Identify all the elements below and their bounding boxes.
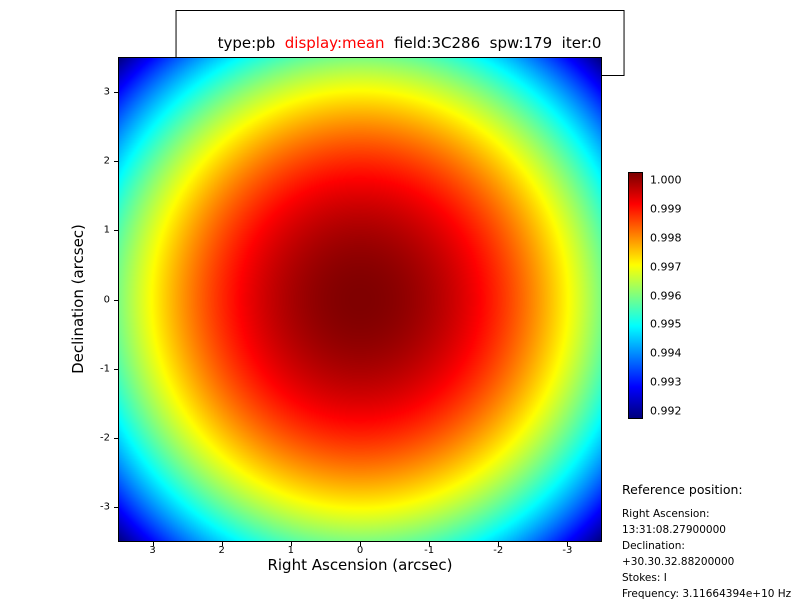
y-tick-mark bbox=[114, 368, 118, 370]
heatmap-plot-area bbox=[118, 57, 602, 542]
colorbar-tick-label: 0.993 bbox=[650, 375, 682, 389]
x-tick-mark bbox=[221, 542, 223, 546]
x-tick-mark bbox=[152, 542, 154, 546]
reference-stokes: Stokes: I bbox=[622, 572, 667, 584]
heatmap-canvas bbox=[119, 58, 601, 541]
y-tick-label: 2 bbox=[103, 155, 110, 167]
reference-heading: Reference position: bbox=[622, 482, 743, 497]
colorbar-tick-label: 0.999 bbox=[650, 202, 682, 216]
title-segment-type: type:pb bbox=[217, 34, 285, 52]
reference-ra: Right Ascension: 13:31:08.27900000 bbox=[622, 508, 726, 536]
y-tick-label: -2 bbox=[100, 432, 110, 444]
x-tick-label: -3 bbox=[562, 545, 573, 556]
colorbar-tick-label: 0.998 bbox=[650, 231, 682, 245]
colorbar-canvas bbox=[629, 173, 642, 418]
x-axis-label: Right Ascension (arcsec) bbox=[267, 556, 453, 574]
x-tick-label: 1 bbox=[287, 545, 295, 556]
colorbar bbox=[628, 172, 643, 419]
reference-frequency: Frequency: 3.11664394e+10 Hz bbox=[622, 588, 792, 600]
y-tick-mark bbox=[114, 91, 118, 93]
colorbar-tick-label: 0.992 bbox=[650, 404, 682, 418]
y-tick-mark bbox=[114, 507, 118, 509]
y-tick-mark bbox=[114, 230, 118, 232]
x-tick-mark bbox=[498, 542, 500, 546]
colorbar-tick-label: 0.994 bbox=[650, 346, 682, 360]
x-tick-label: -2 bbox=[493, 545, 504, 556]
y-tick-label: 3 bbox=[103, 86, 110, 98]
x-tick-mark bbox=[290, 542, 292, 546]
title-segment-display: display:mean bbox=[284, 34, 385, 52]
reference-dec: Declination: +30.30.32.88200000 bbox=[622, 540, 735, 568]
y-tick-label: -3 bbox=[100, 501, 110, 513]
x-tick-label: 0 bbox=[356, 545, 364, 556]
reference-position-block: Reference position: Right Ascension: 13:… bbox=[622, 482, 800, 600]
colorbar-tick-label: 0.995 bbox=[650, 317, 682, 331]
x-tick-mark bbox=[567, 542, 569, 546]
x-tick-label: 2 bbox=[218, 545, 225, 556]
y-tick-mark bbox=[114, 299, 118, 301]
y-tick-mark bbox=[114, 160, 118, 162]
x-tick-label: 3 bbox=[149, 545, 156, 556]
x-tick-mark bbox=[360, 542, 361, 546]
colorbar-tick-label: 0.997 bbox=[650, 260, 682, 274]
y-tick-label: 1 bbox=[103, 224, 110, 236]
colorbar-tick-label: 1.000 bbox=[650, 173, 682, 187]
colorbar-tick-label: 0.996 bbox=[650, 289, 682, 302]
y-tick-label: -1 bbox=[100, 363, 110, 375]
x-tick-mark bbox=[429, 542, 431, 546]
y-tick-mark bbox=[114, 438, 118, 440]
y-tick-label: 0 bbox=[103, 294, 110, 305]
x-tick-label: -1 bbox=[424, 545, 435, 556]
title-segment-field-spw-iter: field:3C286 spw:179 iter:0 bbox=[384, 34, 602, 52]
